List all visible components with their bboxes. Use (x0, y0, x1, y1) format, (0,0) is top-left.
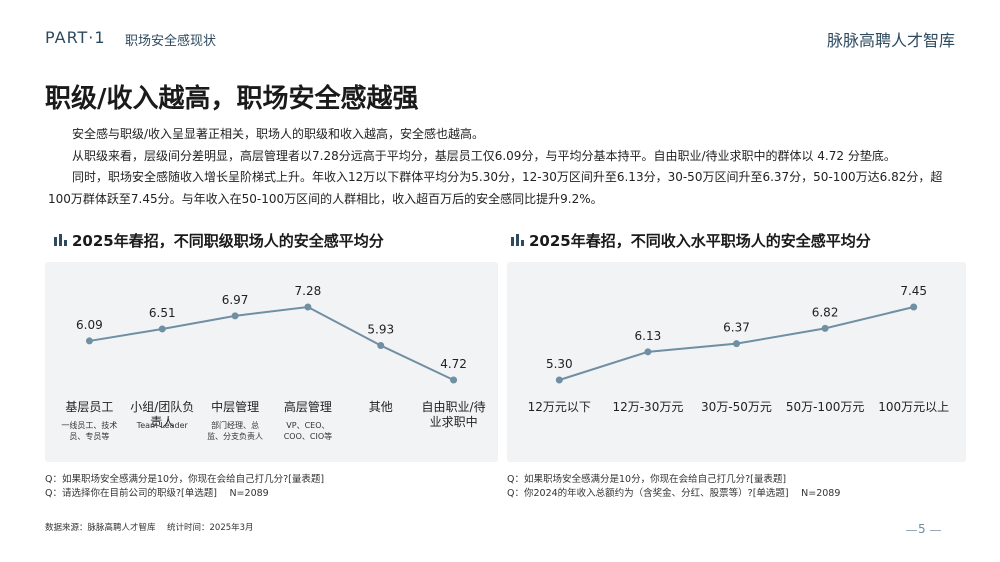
value-label: 6.37 (723, 321, 750, 335)
brand: 脉脉高聘人才智库 (826, 31, 955, 50)
value-label: 6.51 (149, 306, 176, 320)
value-label: 6.97 (222, 293, 249, 307)
paragraph: 同时，职场安全感随收入增长呈阶梯式上升。年收入12万以下群体平均分为5.30分，… (48, 170, 943, 206)
source: 数据来源：脉脉高聘人才智库 (45, 523, 156, 533)
footnote: Q：如果职场安全感满分是10分，你现在会给自己打几分?[量表题] (45, 474, 325, 485)
point (821, 324, 829, 332)
point (450, 376, 458, 384)
point (304, 303, 312, 311)
category-label: 自由职业/待业求职中 (421, 400, 486, 429)
chart-panel: 5.30 6.13 6.37 6.82 7.45 12万元以下 12万-30万元 30万-50… (507, 262, 966, 462)
chart-icon (511, 234, 524, 246)
chart-icon (54, 234, 67, 246)
page-title: 职级/收入越高，职场安全感越强 (45, 84, 419, 114)
chart-panel: 6.09 6.51 6.97 7.28 5.93 4.72 基层员工一线员工、技术员、专员等… (45, 262, 498, 462)
point (733, 340, 740, 348)
paragraph: 安全感与职级/收入呈显著正相关，职场人的职级和收入越高，安全感也越高。 (72, 127, 485, 141)
category-note: 一线员工、技术员、专员等 (61, 421, 118, 441)
value-label: 6.09 (76, 318, 103, 332)
page-number: 5 (918, 522, 926, 536)
category-label: 其他 (368, 400, 393, 414)
chart-title: 2025年春招，不同收入水平职场人的安全感平均分 (529, 232, 871, 250)
part-label: PART·1 (45, 28, 106, 47)
footnote: Q：你2024的年收入总额约为（含奖金、分红、股票等）?[单选题] N=2089 (507, 488, 841, 499)
point (377, 341, 385, 349)
value-label: 7.45 (900, 284, 927, 298)
category-note: Team Leader (136, 421, 188, 430)
footnote: Q：请选择你在目前公司的职级?[单选题] N=2089 (45, 488, 269, 499)
category-label: 12万-30万元 (612, 400, 684, 414)
footnote: Q：如果职场安全感满分是10分，你现在会给自己打几分?[量表题] (507, 474, 787, 485)
plot: 5.30 6.13 6.37 6.82 7.45 (546, 284, 927, 384)
value-label: 5.93 (367, 322, 394, 336)
category-label: 基层员工 (65, 400, 114, 414)
category-label: 12万元以下 (527, 400, 591, 414)
value-label: 6.82 (812, 305, 839, 319)
category-note: VP、CEO、COO、CIO等 (283, 421, 333, 441)
point (555, 376, 563, 384)
point (158, 325, 166, 333)
point (910, 303, 918, 311)
category-label: 小组/团队负责人 (130, 400, 195, 429)
category-label: 30万-50万元 (701, 400, 772, 414)
value-label: 6.13 (635, 329, 662, 343)
category-label: 中层管理 (211, 400, 260, 414)
category-label: 高层管理 (283, 400, 332, 414)
section-label: 职场安全感现状 (125, 34, 217, 49)
line (89, 305, 455, 381)
plot: 6.09 6.51 6.97 7.28 5.93 4.72 (76, 284, 467, 384)
category-label: 100万元以上 (878, 400, 950, 414)
chart-title: 2025年春招，不同职级职场人的安全感平均分 (72, 232, 384, 250)
point (231, 312, 239, 320)
value-label: 4.72 (440, 357, 467, 371)
stat-time: 统计时间：2025年3月 (167, 523, 254, 533)
point (644, 348, 652, 356)
category-note: 部门经理、总监、分支负责人 (207, 421, 264, 441)
value-label: 5.30 (546, 357, 573, 371)
value-label: 7.28 (295, 284, 322, 298)
category-label: 50万-100万元 (785, 400, 865, 414)
paragraph: 从职级来看，层级间分差明显，高层管理者以7.28分远高于平均分，基层员工仅6.0… (72, 148, 896, 163)
point (85, 337, 93, 345)
